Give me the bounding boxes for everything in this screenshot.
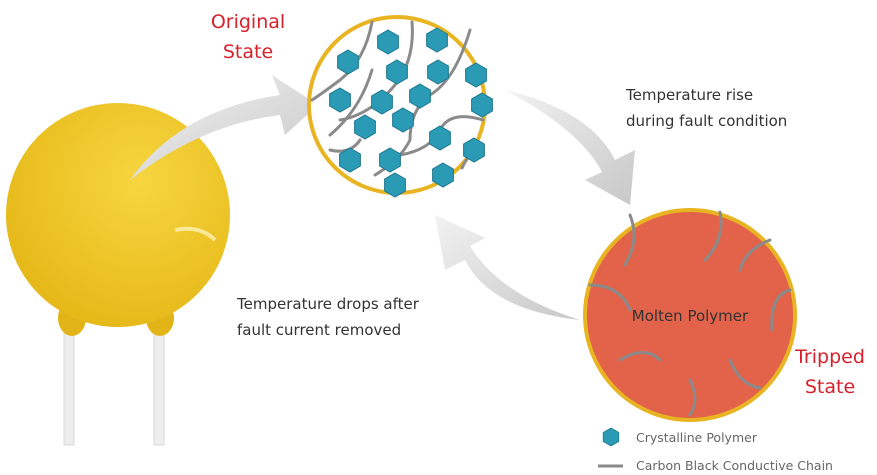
tripped-state-label: State [805, 376, 855, 398]
rise-label: Temperature rise [625, 86, 753, 104]
original-state-label: Original [211, 11, 285, 33]
drop-label: fault current removed [237, 321, 401, 339]
original-state-label: State [223, 41, 273, 63]
original-state-circle [307, 15, 493, 198]
device [6, 103, 230, 446]
legend-label: Crystalline Polymer [636, 430, 758, 445]
tripped-state-circle [583, 208, 797, 422]
arrows [130, 75, 635, 320]
tripped-state-label: Tripped [794, 346, 865, 368]
molten-label: Molten Polymer [632, 307, 749, 325]
rise-label: during fault condition [626, 112, 787, 130]
drop-label: Temperature drops after [236, 295, 420, 313]
legend-label: Carbon Black Conductive Chain [636, 458, 833, 473]
legend: Crystalline Polymer Carbon Black Conduct… [598, 427, 833, 473]
